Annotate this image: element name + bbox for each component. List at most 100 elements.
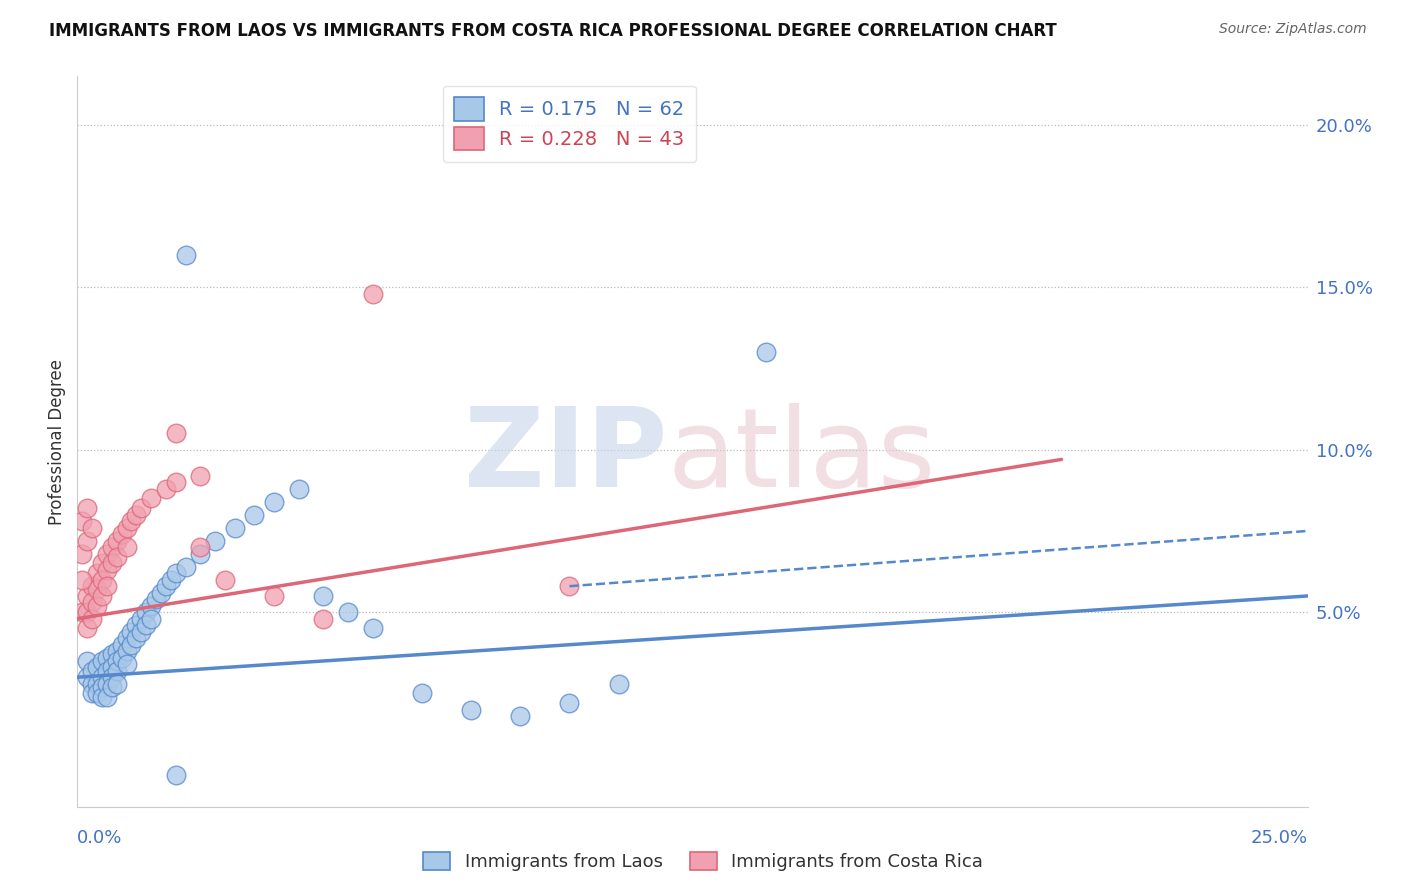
Point (82, 686, 104, 700)
Point (607, 677, 630, 691)
Point (174, 559, 197, 574)
Point (224, 521, 246, 535)
Point (90, 690, 114, 704)
Text: ZIP: ZIP (464, 402, 668, 509)
Point (96, 563, 118, 577)
Point (105, 644, 128, 658)
Point (96, 664, 118, 678)
Point (165, 475, 187, 490)
Point (70, 547, 93, 561)
Point (115, 521, 138, 535)
Point (125, 631, 148, 645)
Point (135, 605, 157, 619)
Point (86, 660, 108, 674)
Point (111, 638, 132, 652)
Point (111, 650, 132, 665)
Point (131, 612, 153, 626)
Point (155, 482, 177, 496)
Point (558, 696, 581, 710)
Y-axis label: Professional Degree: Professional Degree (48, 359, 66, 524)
Point (165, 426, 187, 441)
Text: 0.0%: 0.0% (77, 829, 122, 847)
Point (86, 582, 108, 597)
Point (76, 501, 98, 516)
Point (90, 573, 114, 587)
Point (131, 501, 153, 516)
Point (101, 660, 124, 674)
Point (82, 612, 104, 626)
Point (76, 605, 98, 619)
Point (70, 514, 93, 528)
Legend: R = 0.175   N = 62, R = 0.228   N = 43: R = 0.175 N = 62, R = 0.228 N = 43 (443, 86, 696, 162)
Point (96, 579, 118, 593)
Point (115, 631, 138, 645)
Point (96, 677, 118, 691)
Point (90, 670, 114, 684)
Point (243, 508, 266, 522)
Point (263, 494, 285, 508)
Point (145, 592, 167, 607)
Legend: Immigrants from Laos, Immigrants from Costa Rica: Immigrants from Laos, Immigrants from Co… (416, 845, 990, 879)
Point (90, 589, 114, 603)
Text: 25.0%: 25.0% (1250, 829, 1308, 847)
Text: atlas: atlas (668, 402, 936, 509)
Point (90, 557, 114, 571)
Point (105, 549, 128, 564)
Point (361, 286, 384, 301)
Point (101, 680, 124, 694)
Point (135, 618, 157, 632)
Point (82, 677, 104, 691)
Point (70, 605, 93, 619)
Point (82, 595, 104, 609)
Point (115, 644, 138, 658)
Text: Source: ZipAtlas.com: Source: ZipAtlas.com (1219, 22, 1367, 37)
Point (214, 573, 236, 587)
Point (101, 540, 124, 554)
Point (125, 508, 148, 522)
Point (105, 677, 128, 691)
Point (90, 680, 114, 694)
Point (82, 664, 104, 678)
Point (150, 585, 173, 599)
Point (96, 690, 118, 704)
Point (121, 624, 143, 639)
Point (105, 533, 128, 548)
Point (101, 557, 124, 571)
Point (337, 605, 360, 619)
Point (263, 589, 285, 603)
Text: IMMIGRANTS FROM LAOS VS IMMIGRANTS FROM COSTA RICA PROFESSIONAL DEGREE CORRELATI: IMMIGRANTS FROM LAOS VS IMMIGRANTS FROM … (49, 22, 1057, 40)
Point (90, 654, 114, 668)
Point (312, 612, 335, 626)
Point (509, 709, 531, 723)
Point (190, 468, 212, 483)
Point (411, 686, 433, 700)
Point (361, 622, 384, 636)
Point (86, 566, 108, 581)
Point (111, 527, 132, 541)
Point (115, 657, 138, 672)
Point (755, 345, 778, 359)
Point (76, 670, 98, 684)
Point (96, 650, 118, 665)
Point (82, 521, 104, 535)
Point (96, 547, 118, 561)
Point (141, 599, 163, 613)
Point (105, 664, 128, 678)
Point (312, 589, 335, 603)
Point (86, 599, 108, 613)
Point (174, 247, 197, 261)
Point (460, 703, 482, 717)
Point (86, 686, 108, 700)
Point (160, 573, 183, 587)
Point (558, 579, 581, 593)
Point (125, 618, 148, 632)
Point (82, 579, 104, 593)
Point (165, 566, 187, 581)
Point (190, 540, 212, 554)
Point (101, 648, 124, 662)
Point (76, 589, 98, 603)
Point (141, 491, 163, 506)
Point (76, 622, 98, 636)
Point (131, 624, 153, 639)
Point (76, 654, 98, 668)
